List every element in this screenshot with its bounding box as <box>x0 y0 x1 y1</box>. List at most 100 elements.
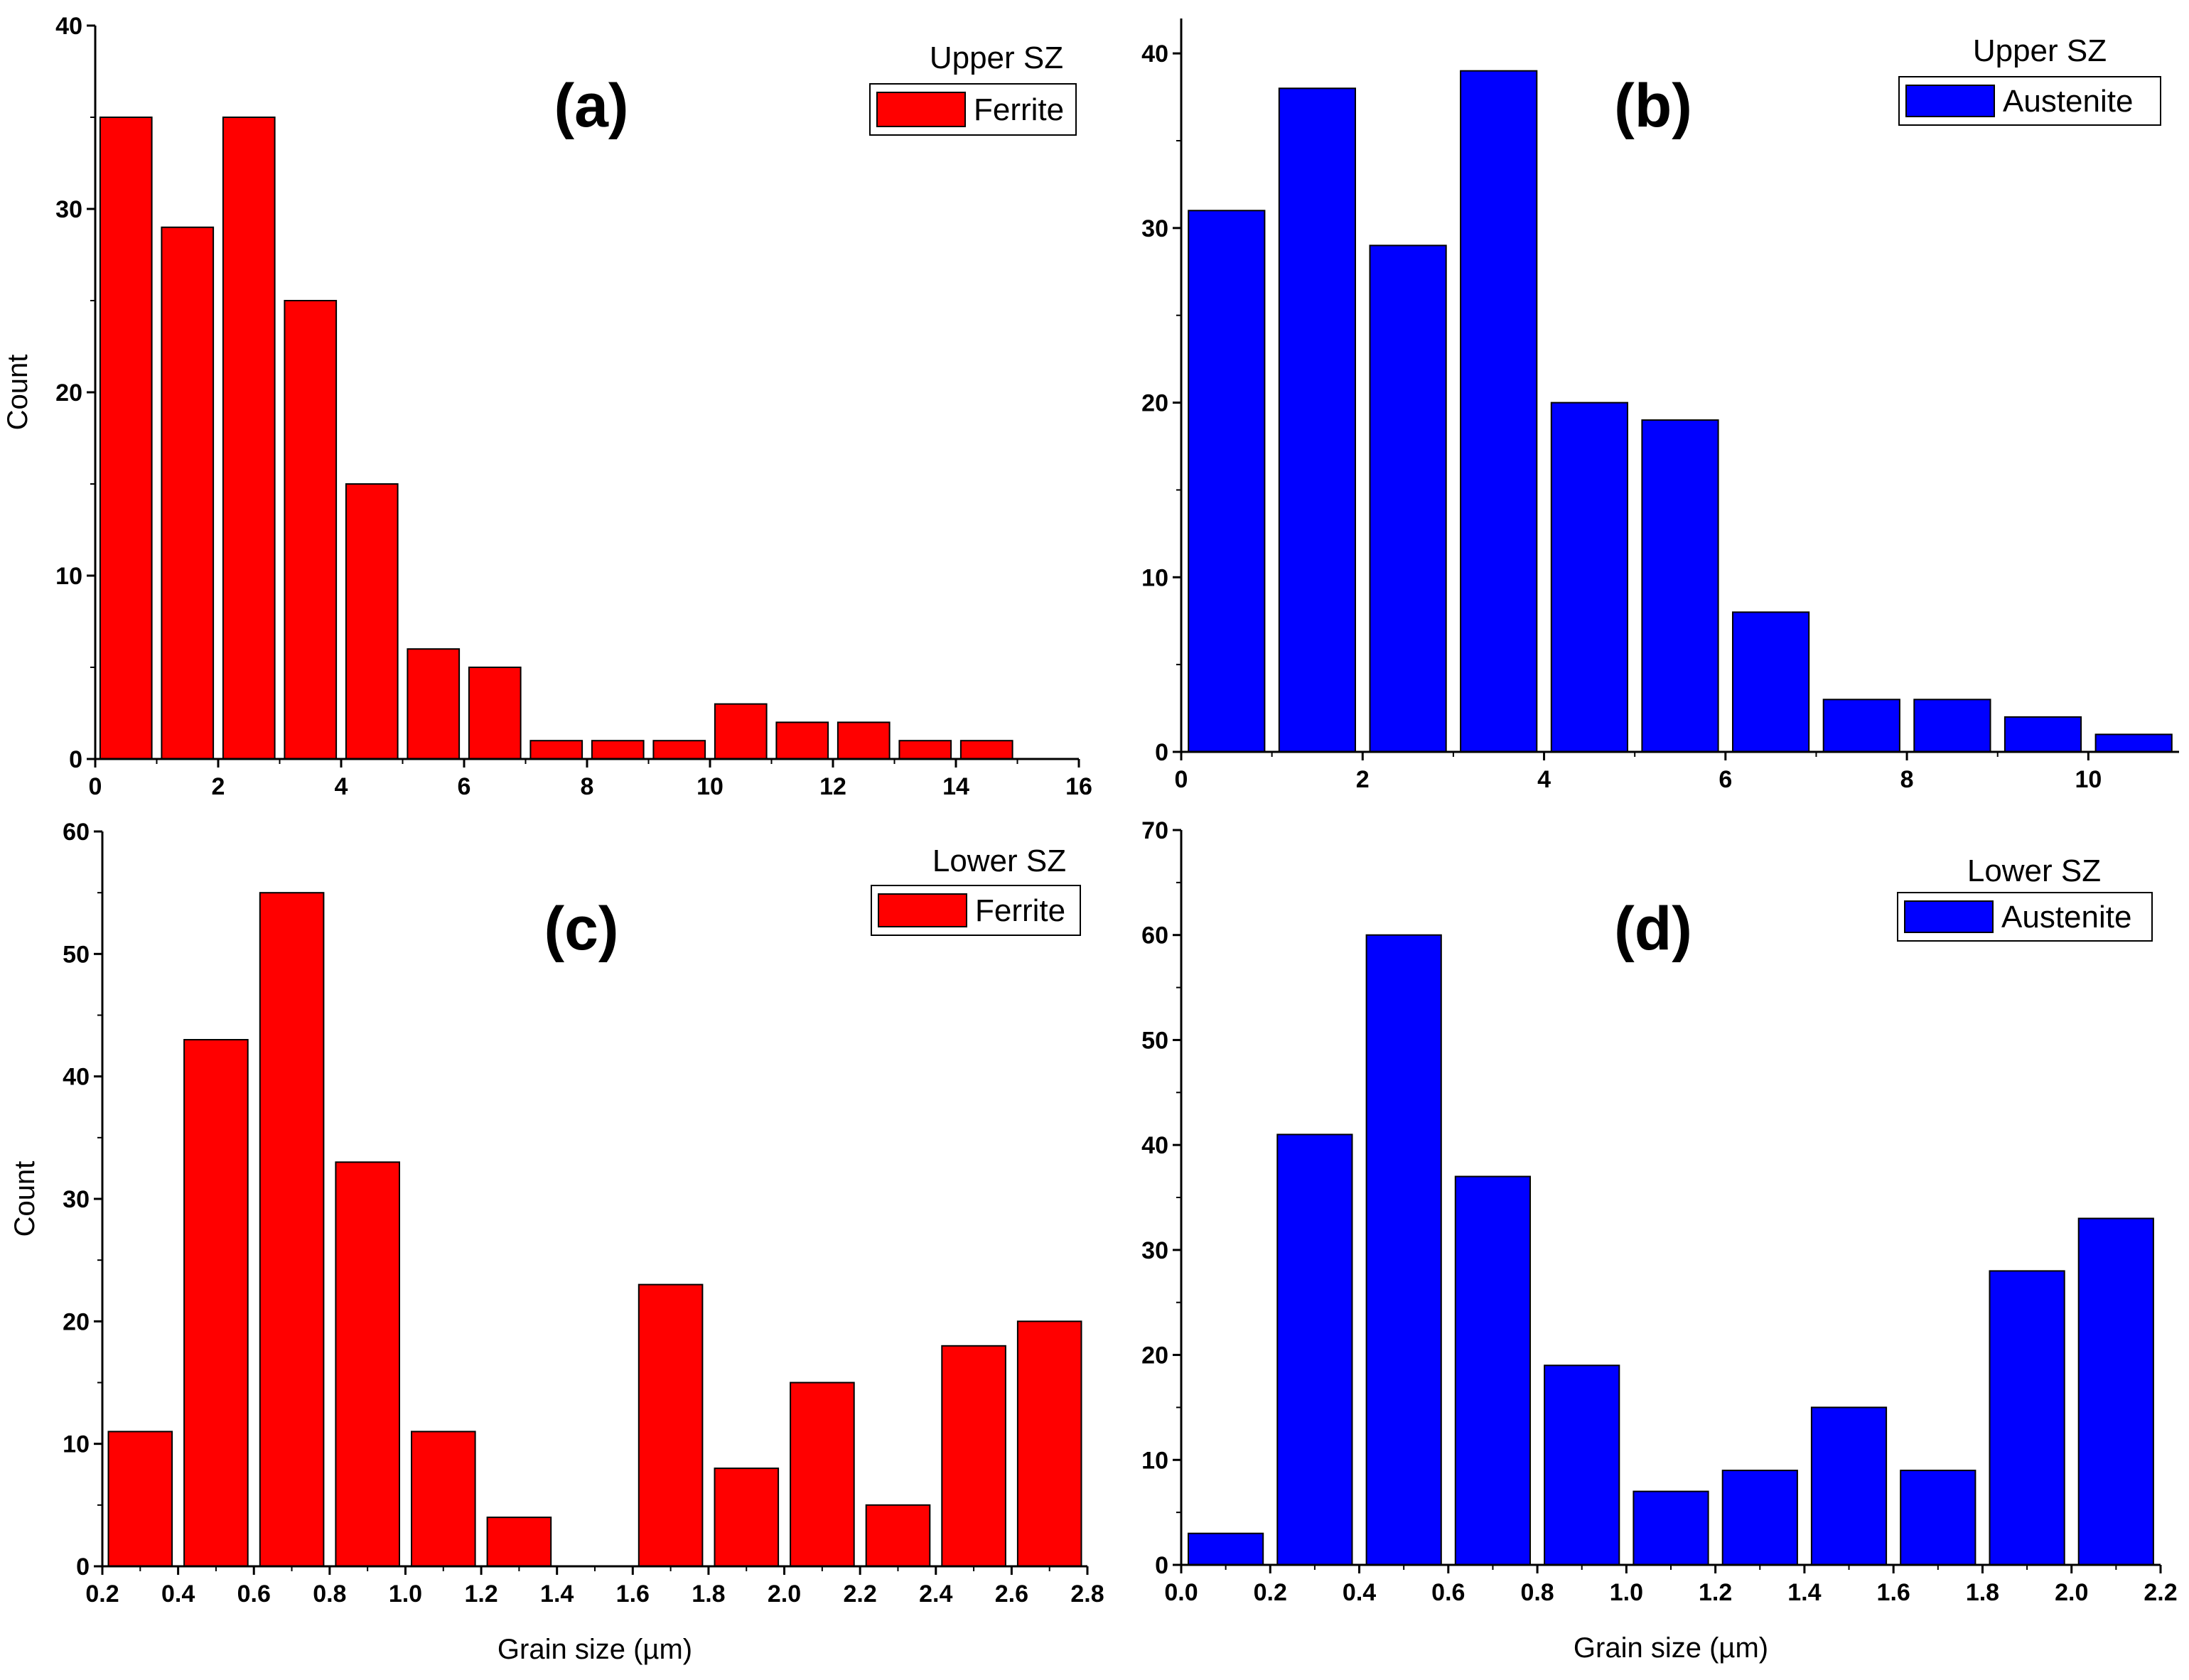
legend-title: Lower SZ <box>1967 854 2101 888</box>
x-tick-label: 2 <box>1356 766 1370 793</box>
bar-b-3 <box>1460 70 1538 753</box>
y-tick-label: 60 <box>1141 922 1168 949</box>
legend-swatch <box>876 92 966 127</box>
panel-label: (b) <box>1614 72 1692 140</box>
bar-d-8 <box>1900 1470 1976 1566</box>
x-tick-label: 14 <box>942 773 969 800</box>
legend-title: Lower SZ <box>932 844 1066 878</box>
y-tick-label: 10 <box>63 1431 90 1458</box>
x-tick-label: 1.2 <box>1699 1579 1732 1606</box>
y-tick-label: 30 <box>63 1186 90 1213</box>
bar-d-2 <box>1365 934 1442 1566</box>
x-tick-label: 1.4 <box>540 1581 574 1608</box>
x-tick-label: 10 <box>696 773 724 800</box>
x-tick-label: 16 <box>1065 773 1092 800</box>
bar-a-12 <box>837 721 891 760</box>
legend-entry: Ferrite <box>974 92 1064 127</box>
x-tick-label: 6 <box>1719 766 1732 793</box>
x-tick-label: 0.0 <box>1164 1579 1198 1606</box>
x-tick-label: 2.8 <box>1070 1581 1104 1608</box>
bar-d-1 <box>1276 1134 1353 1566</box>
y-tick-label: 40 <box>1141 41 1168 68</box>
x-tick-label: 1.8 <box>692 1581 725 1608</box>
y-tick-label: 70 <box>1141 817 1168 844</box>
bar-b-8 <box>1913 699 1991 753</box>
legend-swatch <box>1904 900 1994 933</box>
x-tick-label: 6 <box>458 773 471 800</box>
panel-label: (a) <box>554 72 628 140</box>
x-tick-label: 0 <box>89 773 102 800</box>
panel-label: (c) <box>544 895 618 963</box>
y-axis-title: Count <box>2 355 33 431</box>
x-tick-label: 0.4 <box>1343 1579 1376 1606</box>
bar-d-0 <box>1188 1532 1264 1566</box>
y-tick-label: 60 <box>63 819 90 846</box>
bar-c-11 <box>941 1345 1006 1568</box>
panel-a: 0 2 4 6 8 10 12 14 16 0 10 20 30 40 Count (a) Upper SZ Fe… <box>2 13 1092 800</box>
x-tick-label: 0 <box>1175 766 1188 793</box>
bar-c-12 <box>1016 1320 1082 1568</box>
x-tick-label: 0.2 <box>1254 1579 1287 1606</box>
bar-c-10 <box>865 1504 931 1568</box>
y-tick-label: 20 <box>63 1308 90 1335</box>
bar-c-7 <box>638 1283 704 1567</box>
bar-b-2 <box>1369 244 1447 753</box>
bar-a-9 <box>652 740 706 760</box>
legend-entry: Ferrite <box>975 893 1065 928</box>
x-tick-label: 0.6 <box>1431 1579 1465 1606</box>
bar-b-9 <box>2004 716 2082 753</box>
y-tick-label: 50 <box>1141 1027 1168 1054</box>
legend-title: Upper SZ <box>930 41 1063 75</box>
x-tick-label: 2.4 <box>919 1581 952 1608</box>
x-tick-label: 0.8 <box>313 1581 346 1608</box>
bar-a-5 <box>407 648 461 760</box>
y-tick-label: 40 <box>55 13 82 40</box>
bar-d-3 <box>1454 1175 1532 1566</box>
bar-d-7 <box>1810 1406 1888 1566</box>
x-tick-label: 1.6 <box>616 1581 650 1608</box>
y-tick-label: 40 <box>1141 1132 1168 1159</box>
bar-b-4 <box>1550 402 1629 753</box>
legend-swatch <box>878 893 967 927</box>
bar-a-14 <box>959 740 1013 760</box>
x-axis-title: Grain size (µm) <box>1574 1632 1768 1664</box>
y-tick-label: 0 <box>76 1554 90 1581</box>
bar-b-0 <box>1188 210 1266 753</box>
y-tick-label: 20 <box>1141 1342 1168 1369</box>
x-tick-label: 8 <box>581 773 594 800</box>
y-tick-label: 0 <box>69 746 82 773</box>
x-tick-label: 2.2 <box>844 1581 877 1608</box>
y-tick-label: 20 <box>1141 390 1168 417</box>
bar-a-11 <box>775 721 829 760</box>
x-tick-label: 2 <box>212 773 225 800</box>
x-tick-label: 0.4 <box>161 1581 195 1608</box>
bar-b-10 <box>2094 733 2173 753</box>
x-tick-label: 8 <box>1900 766 1914 793</box>
bar-a-1 <box>161 226 215 760</box>
x-axis-title: Grain size (µm) <box>498 1634 692 1665</box>
bar-a-4 <box>345 483 399 760</box>
x-tick-label: 4 <box>335 773 348 800</box>
bar-a-7 <box>529 740 583 760</box>
x-tick-label: 10 <box>2075 766 2102 793</box>
bar-a-0 <box>99 117 153 760</box>
bar-b-1 <box>1278 87 1357 753</box>
y-tick-label: 0 <box>1155 1552 1168 1579</box>
x-tick-label: 2.0 <box>2055 1579 2088 1606</box>
x-tick-label: 1.0 <box>1610 1579 1643 1606</box>
y-tick-label: 10 <box>55 563 82 590</box>
panel-d: 0.0 0.2 0.4 0.6 0.8 1.0 1.2 1.4 1.6 1.8 2.0 2.2 0 10 2… <box>1141 817 2177 1664</box>
panel-b: 0 2 4 6 8 10 0 10 20 30 40 (b) Upper SZ Austenite <box>1141 18 2179 793</box>
bar-b-5 <box>1641 419 1719 753</box>
y-tick-label: 10 <box>1141 564 1168 591</box>
bar-b-7 <box>1822 699 1900 753</box>
y-tick-label: 20 <box>55 379 82 406</box>
legend-entry: Austenite <box>2003 84 2133 119</box>
x-tick-label: 1.0 <box>389 1581 422 1608</box>
bar-c-1 <box>183 1039 249 1567</box>
y-tick-label: 30 <box>55 196 82 223</box>
legend-title: Upper SZ <box>1973 33 2107 68</box>
y-tick-label: 0 <box>1155 739 1168 766</box>
bar-a-6 <box>468 667 522 760</box>
